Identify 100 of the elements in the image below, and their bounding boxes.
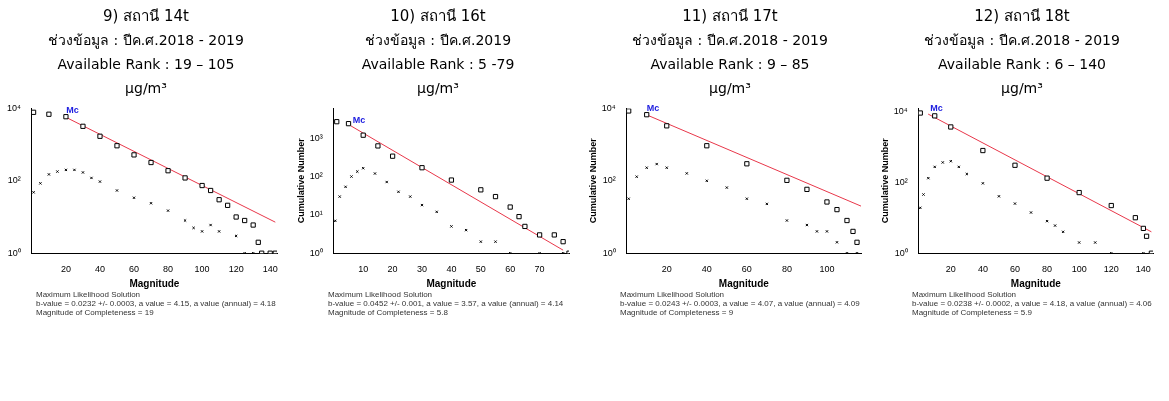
y-tick-label: 10⁰ [309,247,323,258]
point [89,176,93,180]
point [80,170,85,175]
text: Maximum Likelihood Solution [36,290,142,299]
x-tick-label: 20 [945,264,956,275]
point [216,197,222,203]
x-tick-label: 40 [445,264,456,275]
chart-title: 12) สถานี 18t [974,6,1070,27]
x-tick-label: 100 [818,264,834,275]
point [96,133,103,139]
point [560,251,565,254]
y-tick-label: 10⁰ [602,247,616,258]
annotation: Mc [929,103,943,114]
point [643,112,649,118]
point [743,161,749,167]
point [1044,219,1049,223]
text: b-value = 0.0238 +/- 0.0002, a value = 4.18, a value (annual) = 4.06 [912,299,1153,308]
point [147,159,154,166]
chart-subtitle: ช่วงข้อมูล : ปีค.ศ.2019 Available Rank : 5 -79 µg/m³ [361,31,515,98]
point [46,172,51,177]
point [361,166,365,170]
point [62,114,69,120]
point [198,182,205,189]
x-tick-label: 80 [781,264,792,275]
x-tick-label: 100 [194,264,210,275]
point [97,179,102,184]
point [267,250,273,254]
point [191,226,195,230]
x-tick-label: 20 [661,264,672,275]
point [1140,225,1146,232]
point [384,180,388,184]
point [724,185,728,190]
x-tick-label: 40 [94,264,105,275]
point [784,218,789,223]
point [408,194,412,199]
y-axis-title: Cumulative Number [587,137,598,224]
point [853,239,860,245]
point [418,165,425,171]
text: b-value = 0.0232 +/- 0.0003, a value = 4.15, a value (annual) = 4.18 [36,299,277,308]
point [1143,233,1149,239]
point [804,223,809,227]
point [477,187,483,193]
point [565,250,569,254]
point [843,217,850,224]
point [389,153,395,159]
chart-subtitle: ช่วงข้อมูล : ปีค.ศ.2018 - 2019 Available Rank : 9 – 85 µg/m³ [632,31,828,98]
annotation: Mc [352,114,365,125]
point [1011,162,1018,168]
point [345,121,351,127]
point [521,223,528,230]
point [823,199,830,205]
point [854,251,859,254]
y-tick-label: 10² [894,176,908,187]
point [79,123,86,129]
y-tick-label: 10³ [309,132,323,143]
point [463,228,468,232]
point [216,229,221,234]
point [255,239,261,245]
point [783,177,790,183]
point [979,147,985,154]
point [964,172,968,176]
point [1077,240,1081,245]
x-tick-label: 140 [1135,264,1151,275]
point [996,194,1001,198]
text: Magnitude of Completeness = 5.8 [328,308,449,317]
point [241,217,247,224]
point [926,176,930,180]
point [1148,250,1153,254]
point [918,110,923,116]
point [684,171,688,176]
text: Magnitude of Completeness = 9 [620,308,735,317]
point [148,201,153,205]
chart-title: 9) สถานี 14t [103,6,189,27]
point [704,179,708,183]
point [182,218,187,223]
text: Maximum Likelihood Solution [912,290,1018,299]
point [355,169,359,174]
x-tick-label: 30 [416,264,427,275]
text: Magnitude of Completeness = 19 [36,308,155,317]
point [181,175,188,181]
x-tick-label: 120 [1103,264,1119,275]
y-tick-label: 10⁰ [7,247,21,258]
point [349,174,353,179]
point [814,229,819,234]
point [956,165,960,169]
text: b-value = 0.0243 +/- 0.0003, a value = 4.07, a value (annual) = 4.09 [620,299,861,308]
point [434,210,438,214]
annotation: Mc [65,105,79,116]
y-tick-label: 10² [602,175,616,186]
text: b-value = 0.0452 +/- 0.001, a value = 3.57, a value (annual) = 4.14 [328,299,565,308]
point [536,232,542,238]
point [360,132,366,138]
point [1052,223,1057,228]
chart-title: 11) สถานี 17t [682,6,778,27]
point [948,159,952,163]
point [164,168,171,174]
point [744,197,748,201]
x-tick-label: 40 [977,264,988,275]
y-tick-label: 10² [309,171,323,182]
chart-subtitle: ช่วงข้อมูล : ปีค.ศ.2018 - 2019 Available Rank : 19 – 105 µg/m³ [48,31,244,98]
